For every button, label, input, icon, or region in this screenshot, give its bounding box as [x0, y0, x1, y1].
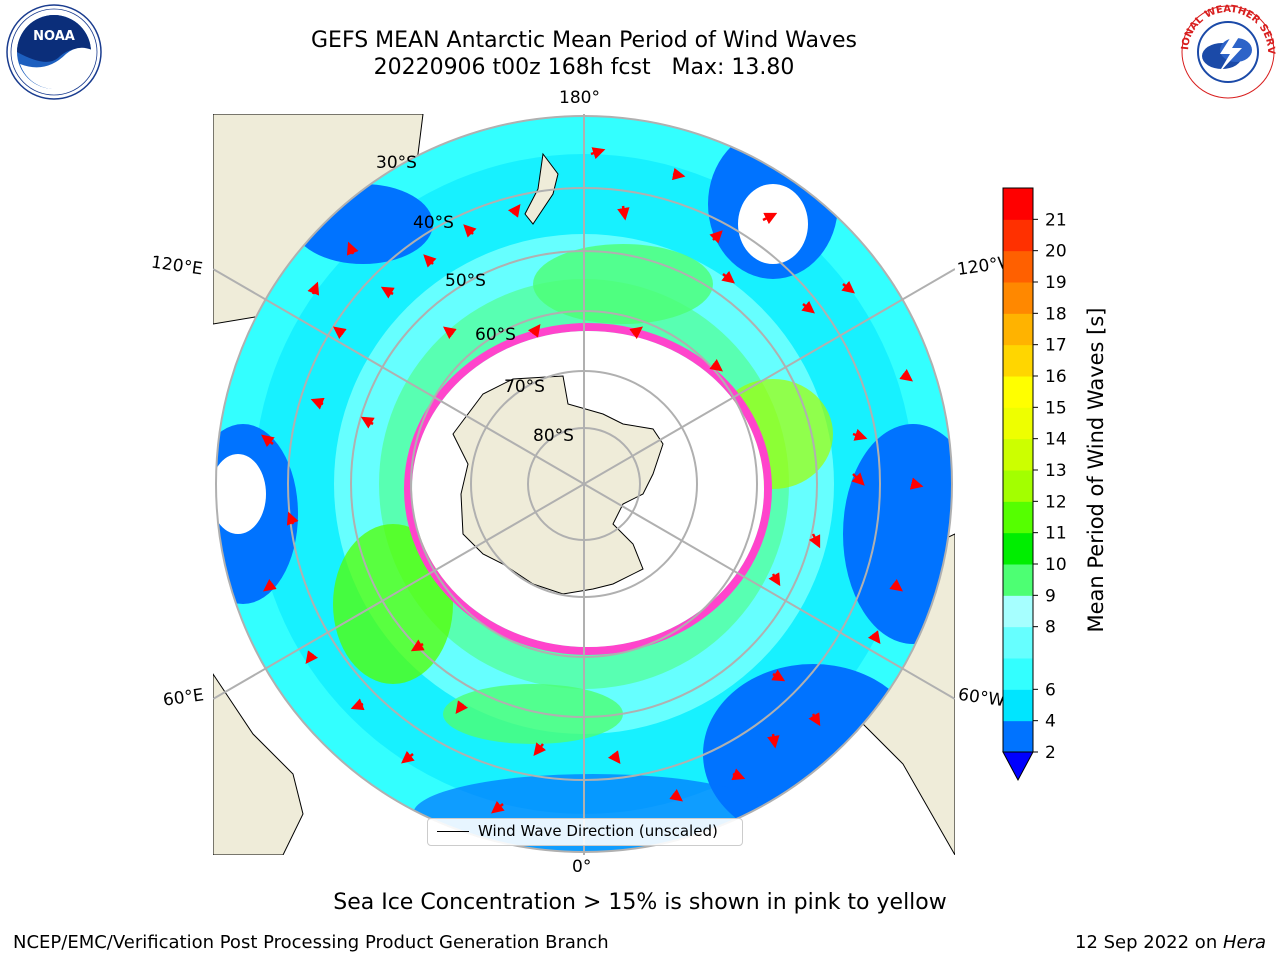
colorbar-swatch: [1003, 658, 1033, 690]
colorbar-swatch: [1003, 282, 1033, 314]
lat-label-40: 40°S: [413, 213, 454, 233]
colorbar-tick-label: 8: [1045, 618, 1056, 638]
polar-map: 180° 30°S 40°S 50°S 60°S 70°S 80°S: [213, 114, 955, 855]
svg-text:NOAA: NOAA: [33, 29, 75, 44]
colorbar-tick-label: 13: [1045, 461, 1067, 481]
lon-label-bottom: 0°: [572, 857, 592, 877]
colorbar-label: Mean Period of Wind Waves [s]: [1084, 307, 1108, 633]
colorbar-tick-label: 17: [1045, 336, 1067, 356]
colorbar-tick-label: 16: [1045, 367, 1067, 387]
colorbar-swatch: [1003, 438, 1033, 471]
colorbar-tick-label: 14: [1045, 430, 1067, 450]
lon-label-60e: 60°E: [161, 685, 206, 711]
lon-label-120e: 120°E: [149, 252, 204, 280]
colorbar-swatch: [1003, 564, 1033, 596]
footer-date: 12 Sep 2022 on Hera: [1030, 932, 1266, 953]
colorbar-swatch: [1003, 250, 1033, 283]
lat-label-70: 70°S: [504, 377, 545, 397]
legend-label: Wind Wave Direction (unscaled): [478, 822, 718, 840]
land-new-zealand: [524, 152, 559, 225]
lat-label-60: 60°S: [475, 325, 516, 345]
sea-ice-note: Sea Ice Concentration > 15% is shown in …: [333, 890, 947, 915]
colorbar-swatch: [1003, 689, 1033, 722]
wind-wave-arrows: [261, 147, 924, 814]
colorbar-swatch: [1003, 219, 1033, 252]
map-legend: Wind Wave Direction (unscaled): [427, 818, 743, 846]
colorbar-tick-label: 11: [1045, 524, 1067, 544]
colorbar-swatch: [1003, 407, 1033, 440]
colorbar-under-triangle: [1002, 751, 1034, 782]
colorbar-tick-label: 19: [1045, 273, 1067, 293]
land-antarctica: [452, 375, 664, 595]
colorbar-tick-label: 9: [1045, 586, 1056, 606]
legend-line-sample: [437, 831, 469, 832]
footer-credit: NCEP/EMC/Verification Post Processing Pr…: [13, 932, 609, 953]
colorbar-tick-label: 4: [1045, 712, 1056, 732]
chart-title: GEFS MEAN Antarctic Mean Period of Wind …: [311, 28, 857, 53]
chart-subtitle: 20220906 t00z 168h fcst Max: 13.80: [373, 55, 795, 80]
lat-label-30: 30°S: [376, 153, 417, 173]
colorbar-tick-label: 2: [1045, 743, 1056, 763]
colorbar-tick-label: 12: [1045, 492, 1067, 512]
footer-date-text: 12 Sep 2022 on: [1075, 932, 1223, 953]
colorbar-tick-label: 20: [1045, 242, 1067, 262]
colorbar-tick-label: 21: [1045, 210, 1067, 230]
colorbar-swatch: [1003, 720, 1033, 753]
colorbar-tick-label: 18: [1045, 304, 1067, 324]
land-africa: [213, 673, 304, 855]
lat-label-50: 50°S: [445, 271, 486, 291]
colorbar-tick-label: 6: [1045, 680, 1056, 700]
colorbar-swatch: [1003, 501, 1033, 534]
lon-label-top: 180°: [559, 88, 600, 108]
colorbar-swatch: [1003, 470, 1033, 502]
colorbar-swatch: [1003, 595, 1033, 628]
colorbar-tick-label: 15: [1045, 398, 1067, 418]
colorbar-tick-label: 10: [1045, 555, 1067, 575]
colorbar-swatch: [1003, 313, 1033, 346]
footer-host: Hera: [1222, 932, 1266, 953]
noaa-logo: NOAA: [6, 4, 102, 100]
lat-label-80: 80°S: [533, 426, 574, 446]
colorbar-swatch: [1003, 626, 1033, 659]
colorbar-swatch: [1003, 376, 1033, 408]
colorbar-swatch: [1003, 344, 1033, 377]
colorbar: 2 4 6 8 9 10 11 12 13 14 15 16 17 18 19 20 21: [1002, 187, 1067, 782]
colorbar-swatch: [1003, 188, 1033, 220]
nws-logo: NATIONAL WEATHER SERVICE: [1178, 4, 1276, 99]
colorbar-swatch: [1003, 532, 1033, 565]
